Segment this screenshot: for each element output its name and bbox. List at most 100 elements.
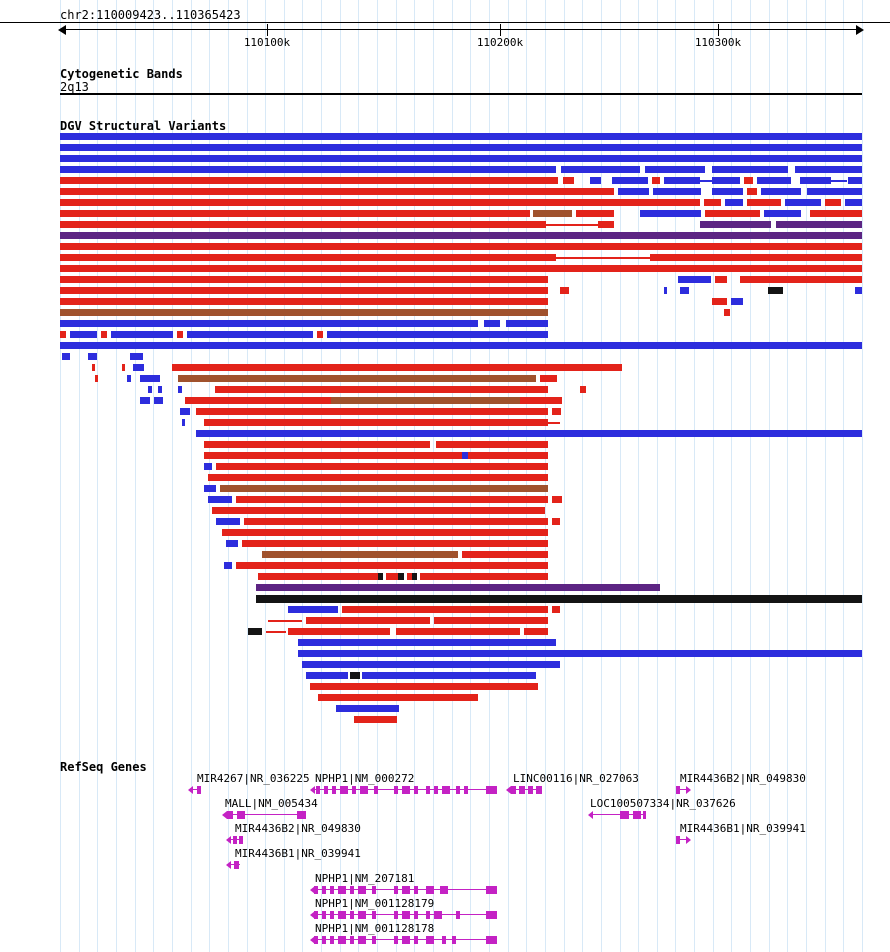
dgv-variant-bar[interactable]: [731, 298, 743, 305]
dgv-variant-bar[interactable]: [552, 496, 562, 503]
gene-label[interactable]: MIR4436B1|NR_039941: [235, 847, 361, 860]
dgv-variant-bar[interactable]: [127, 375, 131, 382]
dgv-variant-bar[interactable]: [236, 496, 548, 503]
dgv-variant-bar[interactable]: [60, 331, 66, 338]
dgv-variant-bar[interactable]: [396, 628, 520, 635]
dgv-variant-bar[interactable]: [546, 224, 598, 226]
dgv-variant-bar[interactable]: [561, 166, 640, 173]
dgv-variant-bar[interactable]: [785, 199, 821, 206]
dgv-variant-bar[interactable]: [354, 716, 397, 723]
dgv-variant-bar[interactable]: [208, 496, 232, 503]
gene-label[interactable]: NPHP1|NM_001128178: [315, 922, 435, 935]
dgv-variant-bar[interactable]: [302, 661, 560, 668]
dgv-variant-bar[interactable]: [678, 276, 711, 283]
dgv-variant-bar[interactable]: [712, 166, 788, 173]
dgv-variant-bar[interactable]: [177, 331, 183, 338]
dgv-variant-bar[interactable]: [664, 177, 700, 184]
dgv-variant-bar[interactable]: [757, 177, 791, 184]
dgv-variant-bar[interactable]: [768, 287, 783, 294]
dgv-variant-bar[interactable]: [60, 276, 548, 283]
dgv-variant-bar[interactable]: [70, 331, 97, 338]
dgv-variant-bar[interactable]: [215, 386, 548, 393]
dgv-variant-bar[interactable]: [60, 221, 546, 228]
dgv-variant-bar[interactable]: [761, 188, 801, 195]
dgv-variant-bar[interactable]: [60, 320, 478, 327]
dgv-variant-bar[interactable]: [436, 441, 548, 448]
dgv-variant-bar[interactable]: [262, 551, 458, 558]
dgv-variant-bar[interactable]: [60, 210, 530, 217]
dgv-variant-bar[interactable]: [60, 155, 862, 162]
dgv-variant-bar[interactable]: [216, 518, 240, 525]
dgv-variant-bar[interactable]: [244, 518, 548, 525]
dgv-variant-bar[interactable]: [242, 540, 548, 547]
dgv-variant-bar[interactable]: [810, 210, 862, 217]
dgv-variant-bar[interactable]: [256, 584, 660, 591]
dgv-variant-bar[interactable]: [342, 606, 548, 613]
cytoband-bar[interactable]: [60, 93, 862, 95]
dgv-variant-bar[interactable]: [248, 628, 262, 635]
dgv-variant-bar[interactable]: [224, 562, 232, 569]
dgv-variant-bar[interactable]: [268, 620, 302, 622]
dgv-variant-bar[interactable]: [407, 573, 412, 580]
dgv-variant-bar[interactable]: [520, 397, 562, 404]
dgv-variant-bar[interactable]: [226, 540, 238, 547]
dgv-variant-bar[interactable]: [204, 452, 462, 459]
dgv-variant-bar[interactable]: [204, 419, 548, 426]
dgv-variant-bar[interactable]: [556, 257, 650, 259]
dgv-variant-bar[interactable]: [807, 188, 862, 195]
dgv-variant-bar[interactable]: [712, 177, 740, 184]
gene-label[interactable]: MIR4436B2|NR_049830: [680, 772, 806, 785]
gene-label[interactable]: MIR4436B2|NR_049830: [235, 822, 361, 835]
dgv-variant-bar[interactable]: [60, 144, 862, 151]
dgv-variant-bar[interactable]: [580, 386, 586, 393]
dgv-variant-bar[interactable]: [506, 320, 548, 327]
gene-label[interactable]: NPHP1|NM_207181: [315, 872, 415, 885]
dgv-variant-bar[interactable]: [298, 650, 862, 657]
gene-label[interactable]: LINC00116|NR_027063: [513, 772, 639, 785]
dgv-variant-bar[interactable]: [310, 683, 538, 690]
dgv-variant-bar[interactable]: [62, 353, 70, 360]
dgv-variant-bar[interactable]: [563, 177, 574, 184]
dgv-variant-bar[interactable]: [705, 210, 760, 217]
dgv-variant-bar[interactable]: [222, 529, 548, 536]
dgv-variant-bar[interactable]: [60, 254, 556, 261]
gene-label[interactable]: NPHP1|NM_001128179: [315, 897, 435, 910]
dgv-variant-bar[interactable]: [212, 507, 545, 514]
dgv-variant-bar[interactable]: [362, 672, 536, 679]
dgv-variant-bar[interactable]: [434, 617, 548, 624]
dgv-variant-bar[interactable]: [204, 463, 212, 470]
dgv-variant-bar[interactable]: [60, 188, 614, 195]
dgv-variant-bar[interactable]: [462, 551, 548, 558]
dgv-variant-bar[interactable]: [712, 188, 743, 195]
dgv-variant-bar[interactable]: [412, 573, 417, 580]
dgv-variant-bar[interactable]: [764, 210, 801, 217]
dgv-variant-bar[interactable]: [645, 166, 705, 173]
dgv-variant-bar[interactable]: [60, 232, 862, 239]
dgv-variant-bar[interactable]: [725, 199, 743, 206]
dgv-variant-bar[interactable]: [95, 375, 98, 382]
dgv-variant-bar[interactable]: [111, 331, 173, 338]
dgv-variant-bar[interactable]: [715, 276, 727, 283]
dgv-variant-bar[interactable]: [747, 199, 781, 206]
dgv-variant-bar[interactable]: [524, 628, 548, 635]
dgv-variant-bar[interactable]: [704, 199, 721, 206]
dgv-variant-bar[interactable]: [60, 177, 558, 184]
dgv-variant-bar[interactable]: [60, 287, 548, 294]
dgv-variant-bar[interactable]: [172, 364, 622, 371]
dgv-variant-bar[interactable]: [398, 573, 404, 580]
dgv-variant-bar[interactable]: [288, 606, 338, 613]
dgv-variant-bar[interactable]: [650, 254, 862, 261]
dgv-variant-bar[interactable]: [60, 298, 548, 305]
dgv-variant-bar[interactable]: [552, 518, 560, 525]
dgv-variant-bar[interactable]: [122, 364, 125, 371]
dgv-variant-bar[interactable]: [724, 309, 730, 316]
dgv-variant-bar[interactable]: [196, 408, 548, 415]
dgv-variant-bar[interactable]: [747, 188, 757, 195]
dgv-variant-bar[interactable]: [140, 375, 160, 382]
dgv-variant-bar[interactable]: [204, 485, 216, 492]
dgv-variant-bar[interactable]: [484, 320, 500, 327]
gene-label[interactable]: MALL|NM_005434: [225, 797, 318, 810]
gene-label[interactable]: NPHP1|NM_000272: [315, 772, 415, 785]
dgv-variant-bar[interactable]: [590, 177, 601, 184]
dgv-variant-bar[interactable]: [180, 408, 190, 415]
